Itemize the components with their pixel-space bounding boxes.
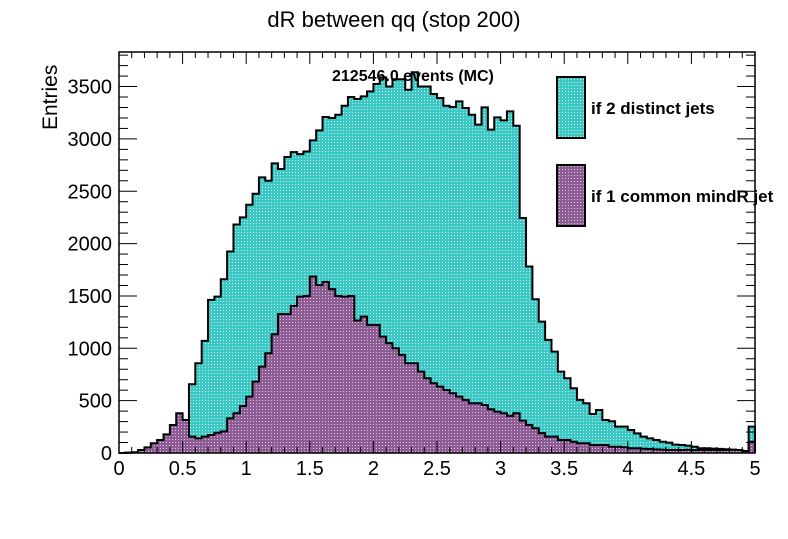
- histogram-bin: [482, 107, 489, 453]
- histogram-bin: [418, 372, 425, 453]
- x-tick-label: 4.5: [677, 458, 705, 480]
- histogram-bin: [195, 438, 202, 453]
- histogram-bin: [380, 337, 387, 453]
- histogram-bin: [469, 403, 476, 453]
- histogram-bin: [361, 317, 368, 453]
- histogram-bin: [507, 111, 514, 453]
- histogram-bin: [424, 378, 431, 453]
- histogram-bin: [431, 383, 438, 453]
- legend-swatch-1-common-jet: [557, 165, 585, 226]
- histogram-bin: [214, 297, 221, 453]
- histogram-bin: [545, 437, 552, 453]
- y-tick-label: 500: [79, 391, 112, 413]
- histogram-bin: [482, 405, 489, 453]
- histogram-bin: [316, 285, 323, 453]
- legend-label-1-common-jet: if 1 common mindR jet: [591, 187, 774, 206]
- y-tick-label: 2000: [68, 234, 113, 256]
- histogram-bin: [354, 321, 361, 453]
- y-tick-label: 0: [101, 443, 112, 465]
- histogram-bin: [323, 282, 330, 453]
- y-tick-label: 1000: [68, 338, 113, 360]
- histogram-bin: [303, 296, 310, 453]
- histogram-bin: [342, 297, 349, 453]
- histogram-bin: [558, 440, 565, 453]
- histogram-bars: [119, 72, 755, 453]
- x-tick-label: 0.5: [169, 458, 197, 480]
- x-tick-label: 0: [113, 458, 124, 480]
- y-tick-label: 3500: [68, 77, 113, 99]
- x-tick-label: 3: [495, 458, 506, 480]
- x-tick-label: 2: [368, 458, 379, 480]
- histogram-bin: [507, 416, 514, 453]
- chart-title: dR between qq (stop 200): [267, 7, 520, 32]
- histogram-bin: [392, 348, 399, 453]
- x-tick-label: 2.5: [423, 458, 451, 480]
- histogram-bin: [329, 289, 336, 453]
- histogram-bin: [501, 120, 508, 453]
- histogram-bin: [590, 445, 597, 453]
- histogram-bin: [412, 363, 419, 453]
- histogram-bin: [335, 296, 342, 453]
- y-axis-label: Entries: [39, 65, 62, 130]
- legend: if 2 distinct jets if 1 common mindR jet: [557, 77, 774, 226]
- legend-label-2-distinct-jets: if 2 distinct jets: [591, 99, 715, 118]
- histogram-bin: [291, 306, 298, 453]
- histogram-bin: [494, 117, 501, 453]
- histogram-bin: [405, 363, 412, 453]
- histogram-bin: [284, 314, 291, 453]
- histogram-bin: [221, 431, 228, 453]
- histogram-bin: [462, 400, 469, 453]
- histogram-bin: [386, 343, 393, 453]
- x-tick-label: 1.5: [296, 458, 324, 480]
- histogram-bin: [450, 393, 457, 453]
- y-tick-label: 3000: [68, 129, 113, 151]
- x-tick-label: 3.5: [550, 458, 578, 480]
- histogram-bin: [399, 355, 406, 453]
- histogram-bin: [488, 409, 495, 453]
- histogram-bin: [437, 387, 444, 453]
- x-tick-label: 5: [749, 458, 760, 480]
- histogram-bin: [208, 435, 215, 453]
- histogram-bin: [297, 297, 304, 453]
- x-tick-label: 4: [622, 458, 633, 480]
- histogram-bin: [577, 443, 584, 453]
- histogram-bin: [456, 397, 463, 453]
- histogram-bin: [373, 325, 380, 453]
- legend-swatch-2-distinct-jets: [557, 77, 585, 138]
- y-tick-label: 2500: [68, 181, 113, 203]
- y-tick-label: 1500: [68, 286, 113, 308]
- histogram-bin: [596, 445, 603, 453]
- histogram-bin: [475, 403, 482, 453]
- histogram-bin: [265, 353, 272, 453]
- histogram-bin: [501, 413, 508, 453]
- histogram-bin: [494, 412, 501, 453]
- histogram-bin: [367, 325, 374, 453]
- stats-text: 212546.0 events (MC): [332, 68, 494, 85]
- histogram-bin: [310, 276, 317, 453]
- x-tick-label: 1: [241, 458, 252, 480]
- histogram-bin: [443, 390, 450, 453]
